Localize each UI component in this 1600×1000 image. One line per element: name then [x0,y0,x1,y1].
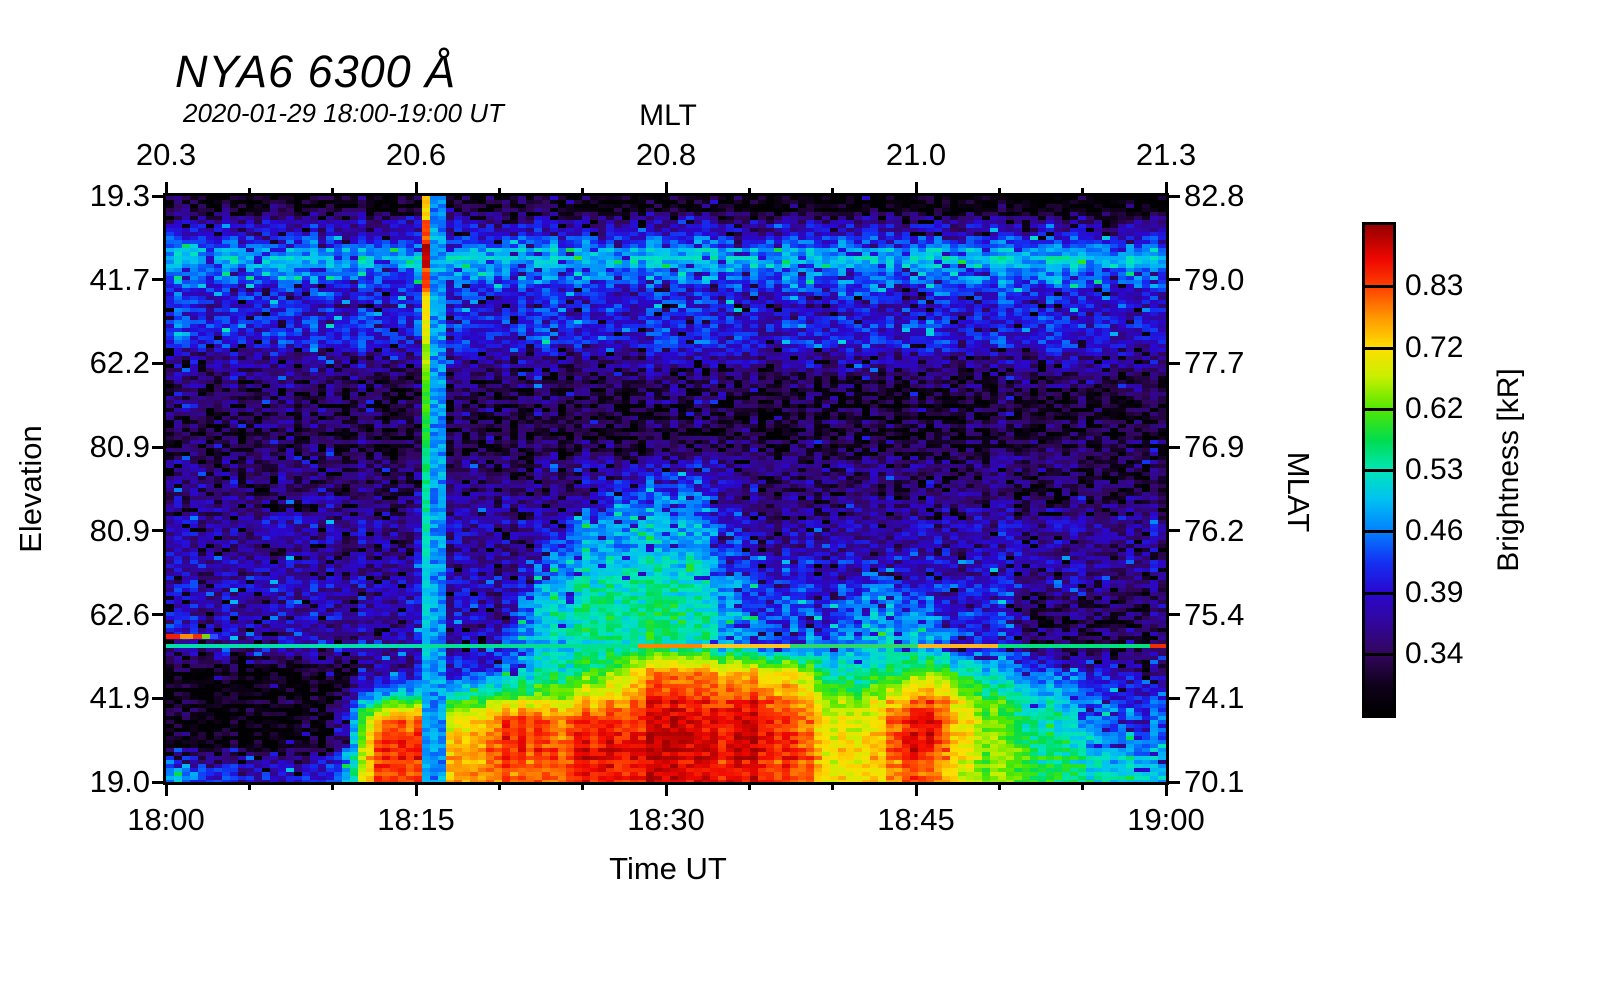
left-tick-label: 62.2 [89,345,150,381]
keogram-heatmap [166,196,1166,782]
right-tick-label: 74.1 [1184,680,1245,716]
colorbar-tick-label: 0.53 [1405,453,1464,486]
x-minor-tick [581,782,585,790]
y-major-tick [152,278,166,282]
top-tick-label: 20.6 [385,137,447,172]
left-tick-label: 62.6 [89,596,150,632]
right-tick-label: 75.4 [1184,596,1245,632]
y-major-tick [152,194,166,198]
y-major-tick [1166,529,1180,533]
x-minor-tick [247,188,251,196]
right-tick-label: 76.9 [1184,429,1245,465]
top-tick-label: 21.0 [885,137,947,172]
right-tick-label: 70.1 [1184,764,1245,799]
y-major-tick [1166,780,1180,784]
top-tick-label: 20.3 [135,137,197,172]
x-minor-tick [497,782,501,790]
y-major-tick [1166,278,1180,282]
x-minor-tick [581,188,585,196]
x-major-tick [414,182,418,196]
left-tick-label: 19.3 [89,178,150,213]
x-minor-tick [497,188,501,196]
x-minor-tick [1081,782,1085,790]
y-major-tick [152,696,166,700]
left-tick-label: 41.9 [89,680,150,716]
bottom-tick-label: 19:00 [1127,802,1205,837]
colorbar-tick-label: 0.72 [1405,330,1464,364]
colorbar-gradient [1365,225,1393,715]
bottom-axis-title: Time UT [609,851,727,886]
bottom-tick-label: 18:00 [127,802,205,837]
x-major-tick [1164,182,1168,196]
left-axis-title: Elevation [13,425,48,553]
x-major-tick [164,182,168,196]
colorbar-tick-label: 0.34 [1405,636,1464,670]
y-major-tick [1166,361,1180,365]
x-minor-tick [997,782,1001,790]
x-minor-tick [831,782,835,790]
right-tick-label: 76.2 [1184,512,1245,548]
right-tick-label: 82.8 [1184,178,1245,213]
bottom-tick-label: 18:30 [627,802,705,837]
colorbar-title: Brightness [kR] [1492,368,1525,572]
plot-title: NYA6 6300 Å [175,46,457,97]
right-tick-label: 79.0 [1184,261,1245,297]
x-minor-tick [747,188,751,196]
x-minor-tick [247,782,251,790]
y-major-tick [1166,445,1180,449]
top-tick-label: 20.8 [635,137,697,172]
x-minor-tick [997,188,1001,196]
y-major-tick [1166,194,1180,198]
top-axis-title: MLT [639,99,697,132]
x-major-tick [664,782,668,796]
colorbar-tick-label: 0.46 [1405,514,1464,548]
x-minor-tick [831,188,835,196]
y-major-tick [152,445,166,449]
y-major-tick [1166,696,1180,700]
x-major-tick [164,782,168,796]
plot-subtitle: 2020-01-29 18:00-19:00 UT [183,98,504,128]
x-major-tick [914,182,918,196]
right-tick-label: 77.7 [1184,345,1245,381]
x-minor-tick [747,782,751,790]
x-minor-tick [331,188,335,196]
left-tick-label: 80.9 [89,512,150,548]
y-major-tick [152,613,166,617]
x-major-tick [414,782,418,796]
colorbar-tick-label: 0.62 [1405,391,1464,425]
x-minor-tick [331,782,335,790]
y-major-tick [1166,613,1180,617]
y-major-tick [152,529,166,533]
x-major-tick [664,182,668,196]
x-major-tick [914,782,918,796]
top-tick-label: 21.3 [1135,137,1197,172]
bottom-tick-label: 18:15 [377,802,455,837]
colorbar-tick-label: 0.83 [1405,269,1464,303]
y-major-tick [152,780,166,784]
right-axis-title: MLAT [1281,451,1316,533]
colorbar-tick-label: 0.39 [1405,575,1464,609]
bottom-tick-label: 18:45 [877,802,955,837]
x-major-tick [1164,782,1168,796]
left-tick-label: 41.7 [89,261,150,297]
y-major-tick [152,361,166,365]
x-minor-tick [1081,188,1085,196]
left-tick-label: 19.0 [89,764,150,799]
left-tick-label: 80.9 [89,429,150,465]
